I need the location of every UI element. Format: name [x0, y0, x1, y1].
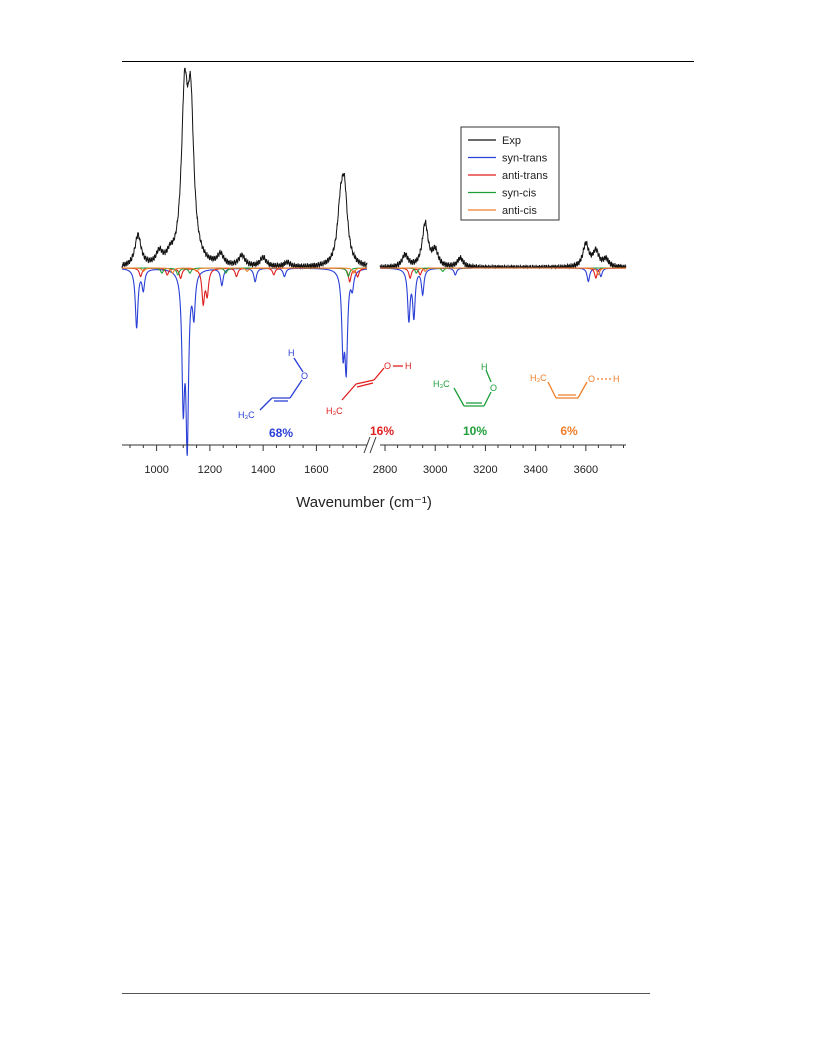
x-tick-label: 1400	[251, 464, 275, 476]
anti-cis-ch3-label: H₃C	[530, 373, 547, 383]
molecule-syn-trans	[259, 357, 304, 411]
series-anti-cis-line	[122, 267, 368, 274]
x-axis-ticks: 1000 1200 1400 1600 2800 3000 3200 3400 3600	[129, 445, 624, 476]
x-axis: 1000 1200 1400 1600 2800 3000 3200 3400 3600 Wav…	[122, 436, 626, 511]
x-tick-label: 1600	[304, 464, 328, 476]
series-anti-cis-line	[380, 267, 626, 276]
anti-cis-o-label: O	[588, 374, 595, 384]
x-axis-title: Wavenumber (cm⁻¹)	[296, 494, 432, 511]
syn-trans-o-label: O	[301, 371, 308, 381]
syn-trans-h-label: H	[288, 348, 295, 358]
anti-trans-h-label: H	[405, 361, 412, 371]
axis-break-marks	[363, 436, 377, 454]
x-tick-label: 2800	[373, 464, 397, 476]
footer-rule	[122, 993, 650, 994]
molecule-anti-cis	[547, 378, 612, 399]
x-tick-label: 3600	[574, 464, 598, 476]
ir-spectrum-chart: 1000 1200 1400 1600 2800 3000 3200 3400 3600 Wav…	[121, 67, 627, 511]
series-Exp-line	[379, 219, 627, 270]
legend: Exp syn-trans anti-trans syn-cis anti-cis	[460, 126, 560, 221]
series-anti-trans-line	[122, 267, 368, 307]
x-tick-label: 1000	[144, 464, 168, 476]
molecule-annotations: H₃C O H 68% H₃C O H 16% H₃C O H 10%	[238, 348, 620, 440]
spectrum-traces	[121, 67, 627, 456]
anti-cis-percent: 6%	[560, 424, 578, 438]
anti-cis-h-label: H	[613, 374, 620, 384]
syn-cis-o-label: O	[490, 383, 497, 393]
header-rule	[122, 61, 694, 62]
syn-trans-percent: 68%	[269, 426, 293, 440]
syn-cis-ch3-label: H₃C	[433, 379, 450, 389]
x-tick-label: 1200	[198, 464, 222, 476]
legend-label-Exp: Exp	[502, 135, 521, 147]
anti-trans-ch3-label: H₃C	[326, 406, 343, 416]
syn-cis-percent: 10%	[463, 424, 487, 438]
anti-trans-o-label: O	[384, 361, 391, 371]
legend-label-anti-trans: anti-trans	[502, 170, 548, 182]
series-Exp-line	[121, 67, 368, 270]
x-tick-label: 3200	[473, 464, 497, 476]
legend-box	[460, 126, 560, 221]
legend-label-syn-cis: syn-cis	[502, 188, 537, 200]
x-tick-label: 3400	[523, 464, 547, 476]
x-tick-label: 3000	[423, 464, 447, 476]
series-syn-trans-line	[121, 267, 368, 456]
anti-trans-percent: 16%	[370, 424, 394, 438]
molecule-syn-cis	[453, 369, 492, 407]
series-syn-trans-line	[379, 267, 626, 323]
syn-trans-ch3-label: H₃C	[238, 410, 255, 420]
syn-cis-h-label: H	[481, 362, 488, 372]
legend-label-anti-cis: anti-cis	[502, 205, 537, 217]
molecule-anti-trans	[341, 365, 403, 401]
legend-label-syn-trans: syn-trans	[502, 153, 548, 165]
